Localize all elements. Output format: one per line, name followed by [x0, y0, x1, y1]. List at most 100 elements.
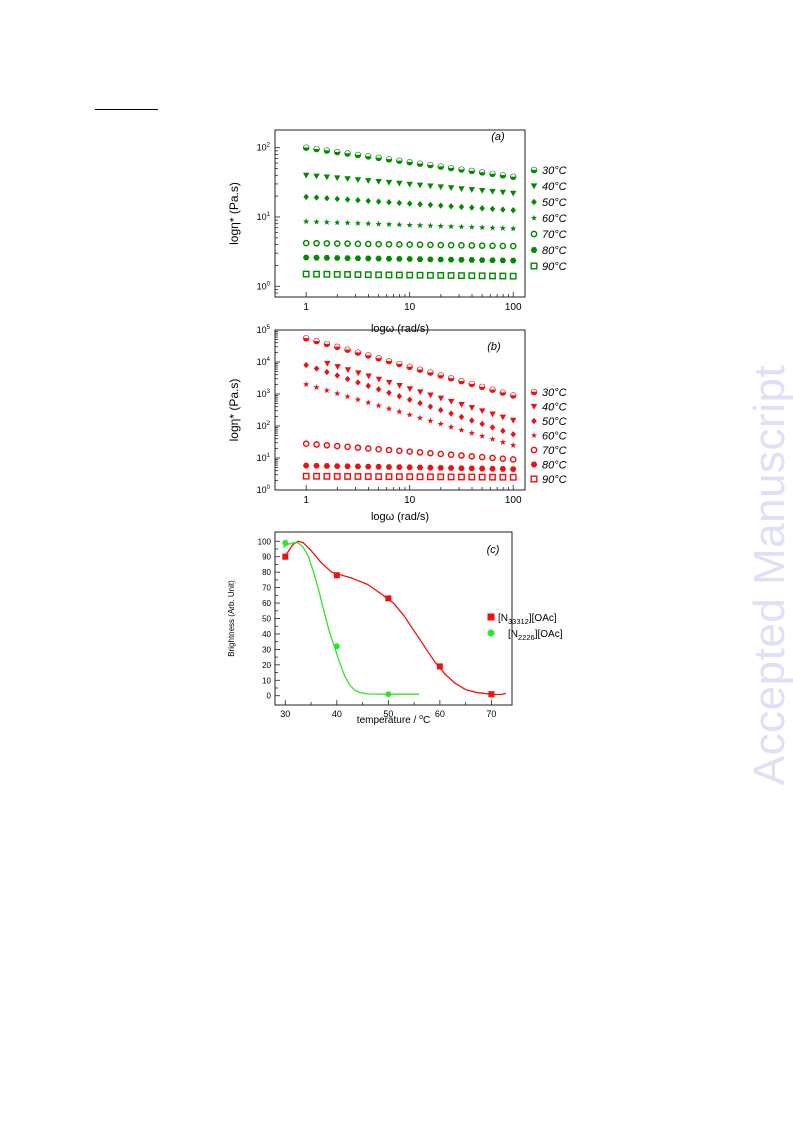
data-point	[334, 175, 341, 182]
data-point	[334, 255, 341, 261]
series-90°C	[302, 270, 517, 280]
x-tick-label: 10	[404, 495, 416, 506]
data-point	[355, 197, 361, 204]
data-point	[489, 257, 496, 264]
x-tick-label: 100	[505, 302, 522, 313]
data-point	[437, 473, 445, 481]
data-point	[437, 271, 445, 279]
data-point	[406, 363, 413, 371]
data-point	[458, 473, 465, 481]
data-point	[344, 150, 351, 157]
data-point	[396, 360, 403, 368]
data-point	[385, 595, 392, 602]
legend-label: 30°C	[542, 387, 567, 399]
data-point	[375, 220, 382, 227]
data-point	[448, 203, 454, 210]
data-point	[447, 272, 455, 279]
data-point	[489, 424, 496, 431]
data-point	[417, 201, 423, 208]
data-point	[396, 393, 403, 400]
data-point	[323, 147, 331, 154]
data-point	[375, 402, 382, 409]
y-axis-label: logη* (Pa.s)	[227, 182, 241, 245]
data-point	[344, 255, 351, 261]
data-point	[510, 431, 516, 438]
data-point	[303, 193, 309, 201]
data-point	[426, 271, 434, 279]
data-point	[437, 256, 444, 263]
data-point	[333, 442, 341, 450]
legend-label: 80°C	[542, 245, 567, 257]
data-point	[406, 386, 414, 392]
data-point	[448, 423, 455, 430]
legend-marker	[487, 613, 495, 621]
data-point	[354, 177, 362, 183]
data-point	[489, 170, 496, 178]
data-point	[323, 240, 331, 247]
data-point	[437, 420, 444, 427]
legend-marker	[530, 388, 538, 396]
data-point	[385, 405, 393, 412]
data-point	[416, 414, 424, 421]
data-point	[448, 223, 455, 230]
data-point	[365, 463, 372, 470]
data-point	[323, 387, 330, 394]
data-point	[375, 464, 382, 470]
data-point	[406, 200, 413, 207]
legend-label: 70°C	[542, 445, 567, 457]
data-point	[344, 472, 351, 480]
data-point	[478, 473, 486, 481]
data-point	[354, 271, 362, 279]
data-point	[323, 340, 331, 348]
data-point	[302, 172, 310, 179]
data-point	[458, 166, 465, 173]
data-point	[417, 389, 424, 396]
data-point	[385, 464, 393, 470]
data-point	[458, 242, 465, 249]
legend-marker	[531, 214, 537, 221]
data-point	[302, 472, 310, 480]
data-point	[478, 272, 486, 280]
data-point	[385, 179, 393, 186]
data-point	[489, 454, 496, 462]
data-point	[479, 408, 486, 415]
data-point	[364, 271, 372, 279]
data-point	[365, 220, 372, 227]
data-point	[510, 442, 517, 448]
y-tick-label: 102	[257, 143, 271, 153]
panel-label: (c)	[487, 544, 500, 556]
data-point	[478, 257, 486, 263]
data-point	[427, 256, 434, 263]
data-point	[396, 408, 403, 415]
data-point	[313, 365, 320, 372]
y-tick-label: 101	[257, 212, 271, 222]
legend-label: 40°C	[542, 402, 567, 414]
data-point	[385, 357, 393, 365]
x-tick-label: 1	[303, 302, 309, 313]
data-point	[303, 361, 309, 369]
data-point	[375, 198, 382, 205]
data-point	[468, 429, 475, 436]
data-point	[447, 375, 455, 382]
data-point	[416, 182, 424, 189]
data-point	[334, 463, 341, 469]
x-axis-label: temperature / oC	[357, 714, 430, 726]
data-point	[447, 256, 455, 263]
data-point	[313, 472, 320, 480]
y-axis-label: logη* (Pa.s)	[227, 379, 241, 442]
data-point	[406, 396, 413, 403]
data-point	[437, 184, 444, 191]
data-point	[416, 256, 424, 262]
data-point	[344, 271, 351, 278]
data-point	[406, 473, 414, 481]
data-point	[406, 221, 413, 228]
data-point	[478, 465, 486, 472]
y-axis-label: Brightness (Arb. Unit)	[227, 580, 236, 657]
data-point	[499, 455, 507, 462]
data-point	[396, 221, 403, 228]
data-point	[499, 189, 507, 196]
data-point	[323, 463, 331, 469]
legend-marker	[530, 446, 538, 454]
data-point	[427, 241, 434, 249]
y-tick-label: 100	[258, 537, 272, 546]
